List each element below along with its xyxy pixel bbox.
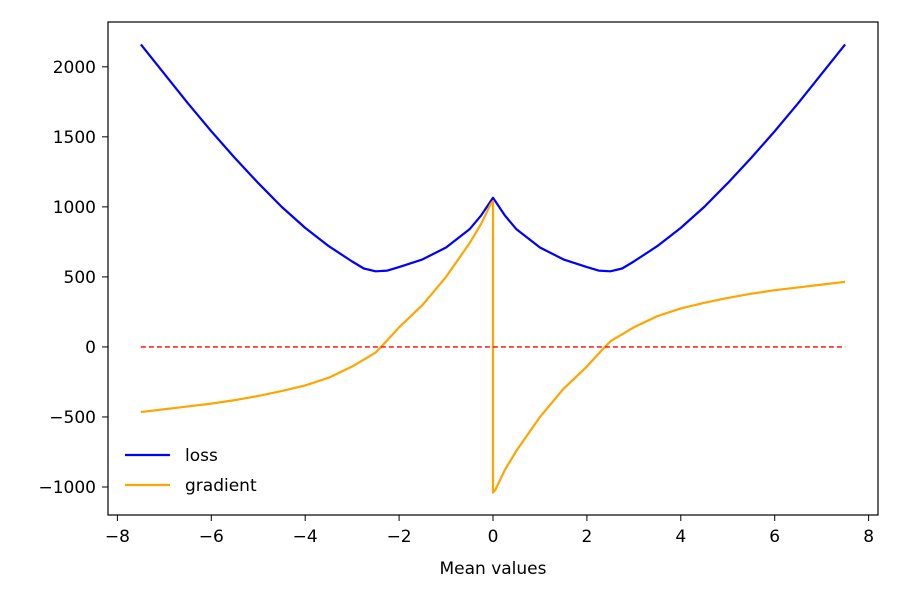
x-axis-label: Mean values [439, 559, 546, 579]
legend-label-loss: loss [185, 446, 218, 466]
y-tick-label: 1000 [53, 198, 96, 218]
y-tick-label: 2000 [53, 58, 96, 78]
y-tick-label: 500 [64, 268, 96, 288]
series-layer [140, 43, 846, 494]
y-tick-label: −1000 [38, 478, 96, 498]
x-tick-label: 0 [488, 527, 499, 547]
x-tick-label: −6 [199, 527, 224, 547]
legend: loss gradient [125, 446, 257, 496]
series-line-loss [140, 43, 846, 273]
x-tick-label: 2 [581, 527, 592, 547]
x-tick-label: −8 [105, 527, 130, 547]
x-tick-label: 6 [769, 527, 780, 547]
y-tick-label: 1500 [53, 128, 96, 148]
y-tick-label: −500 [49, 408, 96, 428]
x-tick-label: −4 [293, 527, 318, 547]
x-tick-label: 4 [675, 527, 686, 547]
y-axis-ticks: 2000 1500 1000 500 0 −500 −1000 [38, 58, 108, 498]
x-axis-ticks: −8 −6 −4 −2 0 2 4 6 8 [105, 515, 874, 547]
y-tick-label: 0 [85, 338, 96, 358]
x-tick-label: 8 [863, 527, 874, 547]
legend-label-gradient: gradient [185, 476, 257, 496]
x-tick-label: −2 [387, 527, 412, 547]
